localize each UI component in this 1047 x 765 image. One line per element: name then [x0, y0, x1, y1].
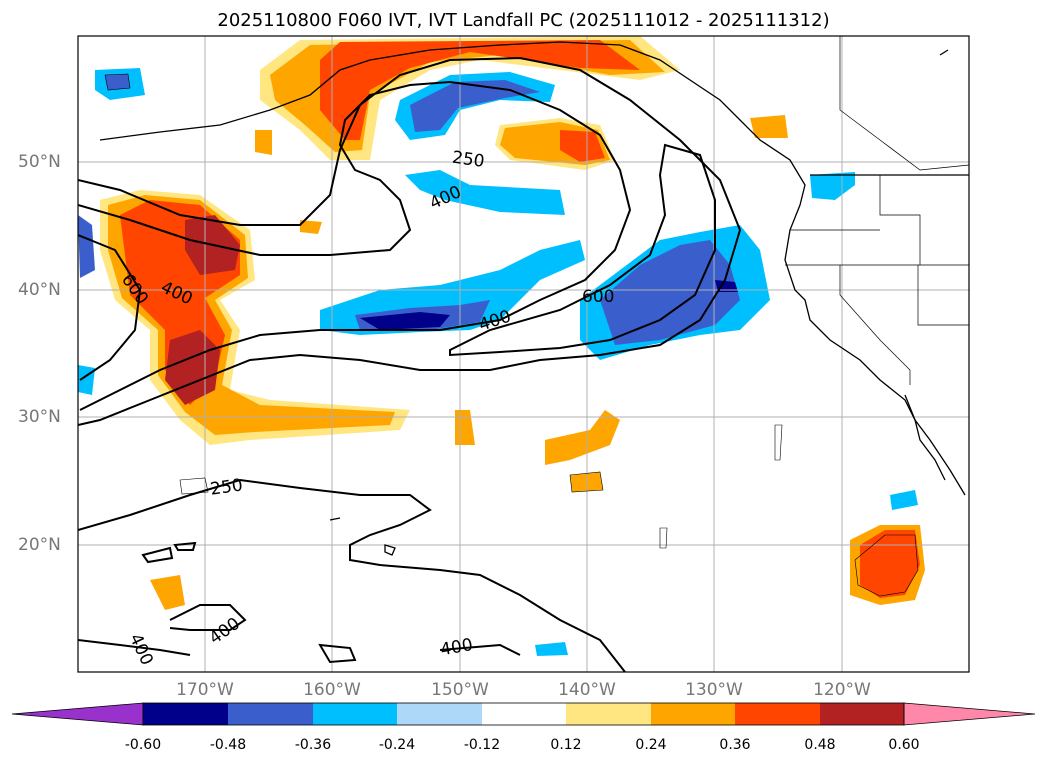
- colorbar-tick-label: 0.12: [550, 737, 582, 753]
- lat-label: 20°N: [18, 535, 61, 555]
- colorbar-tick-label: 0.48: [804, 737, 836, 753]
- colorbar-tick-label: -0.24: [378, 737, 416, 753]
- coastlines: [99, 41, 969, 556]
- colorbar-swatch: [735, 703, 820, 725]
- colorbar-extend-low: [11, 702, 144, 726]
- colorbar-tick-label: -0.12: [463, 737, 501, 753]
- contour-label: 250: [209, 475, 244, 499]
- lon-label: 120°W: [813, 680, 871, 700]
- lon-label: 140°W: [558, 680, 616, 700]
- lat-label: 50°N: [18, 152, 61, 172]
- ivt-shading: [78, 36, 925, 656]
- colorbar-swatch: [313, 703, 397, 725]
- colorbar-swatch: [820, 703, 904, 725]
- colorbar-swatch: [143, 703, 228, 725]
- lon-label: 170°W: [176, 680, 234, 700]
- colorbar-tick-label: -0.36: [294, 737, 332, 753]
- lon-label: 160°W: [303, 680, 361, 700]
- colorbar-swatch: [651, 703, 735, 725]
- colorbar-tick-label: 0.60: [888, 737, 920, 753]
- contour-label: 600: [582, 287, 614, 307]
- colorbar: [11, 702, 1036, 726]
- colorbar-tick-label: -0.60: [124, 737, 162, 753]
- lon-label: 130°W: [685, 680, 743, 700]
- map-frame: [77, 35, 970, 673]
- lon-label: 150°W: [431, 680, 489, 700]
- ivt-contours: [78, 56, 742, 672]
- colorbar-swatch: [482, 703, 566, 725]
- contour-label: 400: [206, 614, 244, 649]
- lat-label: 30°N: [18, 407, 61, 427]
- shading-outlines: [104, 73, 919, 597]
- colorbar-swatch: [397, 703, 482, 725]
- colorbar-tick-label: 0.36: [719, 737, 751, 753]
- colorbar-tick-label: -0.48: [209, 737, 247, 753]
- contour-label: 400: [125, 631, 157, 669]
- contour-label: 400: [439, 635, 474, 660]
- map-title: 2025110800 F060 IVT, IVT Landfall PC (20…: [217, 10, 830, 31]
- gridlines: [78, 36, 969, 672]
- colorbar-swatch: [566, 703, 651, 725]
- colorbar-tick-label: 0.24: [635, 737, 667, 753]
- lat-label: 40°N: [18, 280, 61, 300]
- colorbar-extend-high: [903, 702, 1036, 726]
- state-borders: [785, 36, 969, 385]
- contour-label: 250: [451, 148, 486, 172]
- colorbar-swatch: [228, 703, 313, 725]
